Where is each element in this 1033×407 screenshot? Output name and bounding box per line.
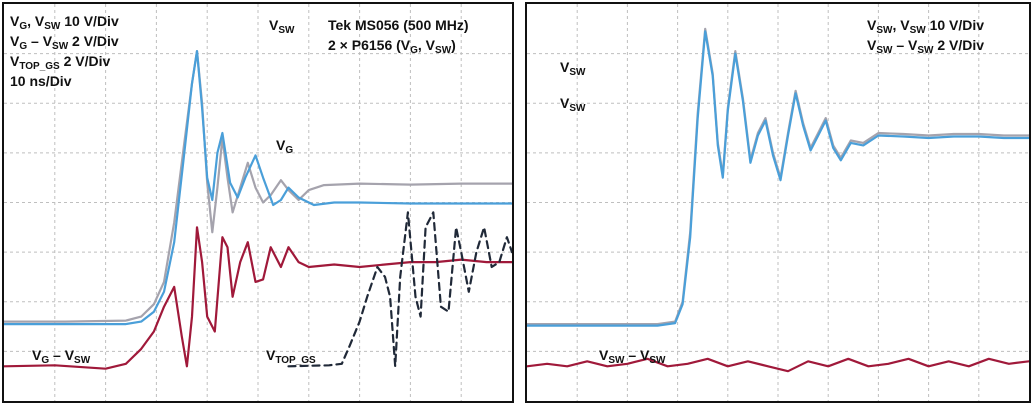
vtop-trace-label: VTOP_GS [266, 347, 316, 366]
trace-vg-left [4, 49, 512, 326]
vg-trace-label: VG [276, 137, 294, 156]
trace-vsw-left [4, 49, 512, 323]
trace-diff-left [4, 226, 512, 370]
scale-vg-vsw-label: VG, VSW 10 V/Div [10, 13, 119, 32]
left-scope-panel: VG, VSW 10 V/Div VG – VSW 2 V/Div VTOP_G… [2, 2, 514, 403]
timebase-label: 10 ns/Div [10, 73, 72, 89]
trace-vtop-left [287, 211, 512, 368]
trace-vsw_b-right [527, 30, 1029, 327]
right-scope-panel: VSW, VSW 10 V/Div VSW – VSW 2 V/Div VSW … [525, 2, 1031, 403]
vsw-trace-label-a: VSW [560, 59, 586, 78]
scale-vtop-label: VTOP_GS 2 V/Div [10, 53, 111, 72]
diff-trace-label: VG – VSW [32, 347, 91, 366]
scale-diff-label: VG – VSW 2 V/Div [10, 33, 119, 52]
scale-diff-label-right: VSW – VSW 2 V/Div [867, 37, 985, 56]
probes-label: 2 × P6156 (VG, VSW) [328, 37, 456, 56]
left-scope-plot [4, 4, 512, 401]
diff-trace-label-right: VSW – VSW [599, 347, 666, 366]
vsw-trace-label-b: VSW [560, 95, 586, 114]
scale-vsw-label: VSW, VSW 10 V/Div [867, 17, 985, 36]
trace-diff-right [527, 357, 1029, 373]
instrument-label: Tek MS056 (500 MHz) [328, 17, 469, 33]
trace-vsw_a-right [527, 27, 1029, 326]
right-scope-plot [527, 4, 1029, 401]
vsw-trace-label: VSW [269, 17, 295, 36]
